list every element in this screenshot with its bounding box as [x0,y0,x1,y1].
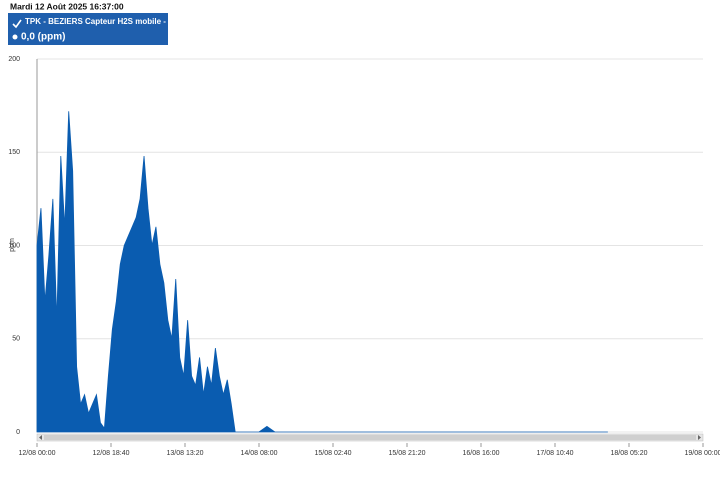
legend-series[interactable]: TPK - BEZIERS Capteur H2S mobile - Conce… [25,17,241,26]
y-axis-label: ppm [9,238,16,252]
legend-box[interactable] [8,13,168,45]
scrollbar[interactable] [36,433,704,442]
x-tick-label: 15/08 21:20 [389,450,426,457]
x-tick-label: 16/08 16:00 [463,450,500,457]
y-tick-label: 100 [8,242,20,249]
legend-check [12,19,22,29]
y-tick-label: 50 [12,336,20,343]
x-tick-label: 13/08 13:20 [167,450,204,457]
x-tick-label: 19/08 00:00 [685,450,720,457]
area [36,111,608,433]
x-tick-label: 18/08 05:20 [611,450,648,457]
x-tick-label: 12/08 18:40 [93,450,130,457]
legend-value: 0,0 (ppm) [21,32,65,43]
header-date: Mardi 12 Août 2025 16:37:00 [10,1,124,11]
x-tick-label: 17/08 10:40 [537,450,574,457]
y-tick-label: 0 [16,429,20,436]
legend-dot [12,34,18,40]
y-tick-label: 150 [8,149,20,156]
x-tick-label: 15/08 02:40 [315,450,352,457]
x-tick-label: 14/08 08:00 [241,450,278,457]
x-tick-label: 12/08 00:00 [19,450,56,457]
y-tick-label: 200 [8,56,20,63]
